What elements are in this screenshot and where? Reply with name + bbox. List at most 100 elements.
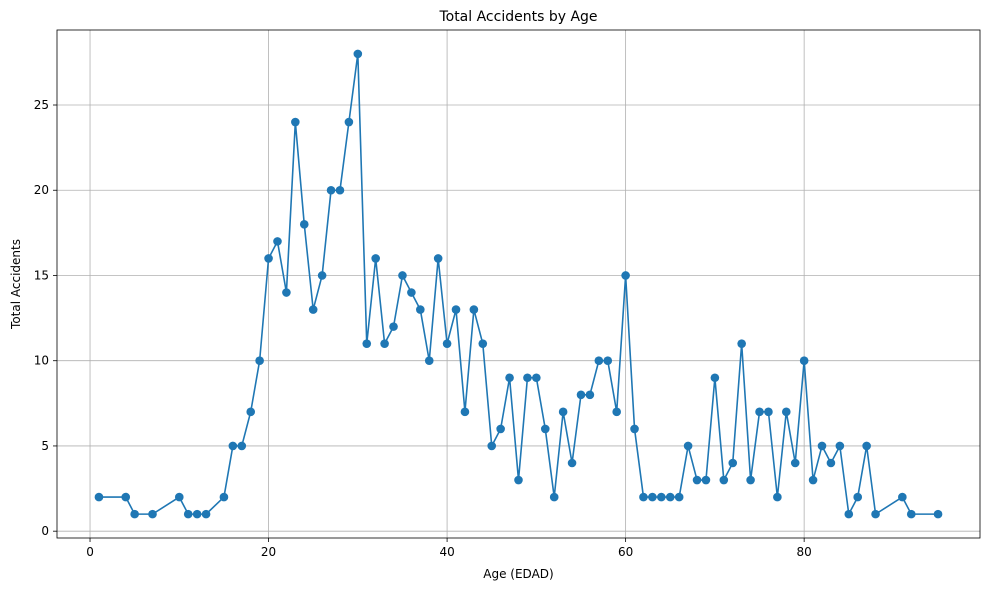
y-axis-label: Total Accidents bbox=[9, 239, 23, 330]
data-point bbox=[710, 373, 720, 383]
x-axis-label: Age (EDAD) bbox=[483, 567, 553, 581]
data-point bbox=[353, 49, 363, 59]
data-point bbox=[407, 288, 416, 297]
x-tick-label: 80 bbox=[797, 545, 812, 559]
data-point bbox=[264, 254, 273, 263]
data-point bbox=[451, 305, 461, 314]
data-point bbox=[665, 492, 675, 502]
data-point bbox=[469, 305, 479, 314]
data-point bbox=[255, 356, 264, 366]
data-point bbox=[540, 424, 550, 434]
data-point bbox=[576, 390, 586, 400]
data-point bbox=[532, 373, 541, 383]
data-point bbox=[460, 407, 470, 417]
y-tick-label: 20 bbox=[34, 183, 49, 197]
data-point bbox=[630, 424, 639, 434]
data-point bbox=[282, 288, 291, 297]
data-point bbox=[273, 237, 282, 246]
data-point bbox=[549, 492, 559, 502]
y-tick-label: 5 bbox=[41, 439, 49, 453]
data-point bbox=[94, 492, 104, 502]
x-tick-label: 0 bbox=[86, 545, 94, 559]
data-point bbox=[898, 492, 907, 502]
data-point bbox=[790, 458, 800, 468]
x-tick-label: 20 bbox=[261, 545, 276, 559]
data-point bbox=[121, 492, 131, 502]
data-point bbox=[817, 441, 827, 451]
data-point bbox=[308, 305, 318, 314]
data-point bbox=[192, 509, 202, 519]
data-point bbox=[773, 492, 782, 502]
y-tick-label: 0 bbox=[41, 524, 49, 538]
data-point bbox=[692, 475, 702, 485]
data-point bbox=[906, 509, 916, 519]
data-point bbox=[424, 356, 434, 366]
data-point bbox=[291, 117, 300, 127]
data-point bbox=[380, 339, 389, 348]
x-tick-label: 40 bbox=[439, 545, 454, 559]
data-point bbox=[371, 254, 380, 263]
data-point bbox=[862, 441, 871, 451]
data-point bbox=[844, 509, 854, 519]
data-point bbox=[219, 492, 229, 502]
data-point bbox=[674, 492, 684, 502]
data-point bbox=[808, 475, 818, 485]
data-point bbox=[228, 441, 238, 451]
data-point bbox=[326, 185, 336, 195]
data-point bbox=[853, 492, 863, 502]
data-point bbox=[826, 458, 836, 468]
data-point bbox=[317, 271, 327, 280]
data-point bbox=[514, 475, 523, 485]
x-tick-label: 60 bbox=[618, 545, 633, 559]
data-point bbox=[558, 407, 568, 417]
data-point bbox=[433, 254, 443, 263]
data-point bbox=[130, 509, 139, 519]
data-point bbox=[299, 220, 309, 229]
data-point bbox=[648, 492, 657, 502]
data-point bbox=[585, 390, 595, 400]
data-point bbox=[728, 458, 738, 468]
data-point bbox=[174, 492, 184, 502]
data-point bbox=[478, 339, 488, 348]
data-point bbox=[237, 441, 247, 451]
data-point bbox=[496, 424, 505, 434]
data-point bbox=[639, 492, 648, 502]
data-point bbox=[398, 271, 407, 280]
data-point bbox=[362, 339, 372, 348]
data-point bbox=[389, 322, 398, 331]
data-point bbox=[442, 339, 452, 348]
y-tick-label: 25 bbox=[34, 98, 49, 112]
data-point bbox=[201, 509, 211, 519]
data-point bbox=[594, 356, 604, 366]
data-point bbox=[871, 509, 880, 519]
data-point bbox=[746, 475, 755, 485]
y-tick-label: 10 bbox=[34, 354, 49, 368]
data-point bbox=[701, 475, 711, 485]
data-series bbox=[94, 49, 943, 519]
data-point bbox=[737, 339, 746, 348]
data-point bbox=[764, 407, 773, 417]
data-point bbox=[335, 185, 345, 195]
grid-lines bbox=[57, 30, 980, 538]
data-point bbox=[505, 373, 514, 383]
data-point bbox=[621, 271, 630, 280]
chart-title: Total Accidents by Age bbox=[438, 9, 597, 25]
data-point bbox=[567, 458, 577, 468]
data-point bbox=[755, 407, 764, 417]
data-point bbox=[933, 509, 943, 519]
data-point bbox=[657, 492, 666, 502]
data-point bbox=[719, 475, 729, 485]
y-tick-label: 15 bbox=[34, 268, 49, 282]
data-point bbox=[781, 407, 791, 417]
axis-ticks: 0 20 40 60 80 0 5 10 15 20 25 bbox=[34, 98, 812, 559]
data-point bbox=[246, 407, 256, 417]
data-point bbox=[148, 509, 157, 519]
data-point bbox=[683, 441, 693, 451]
data-point bbox=[835, 441, 845, 451]
data-point bbox=[612, 407, 621, 417]
data-point bbox=[183, 509, 193, 519]
data-point bbox=[523, 373, 532, 383]
data-point bbox=[603, 356, 613, 366]
